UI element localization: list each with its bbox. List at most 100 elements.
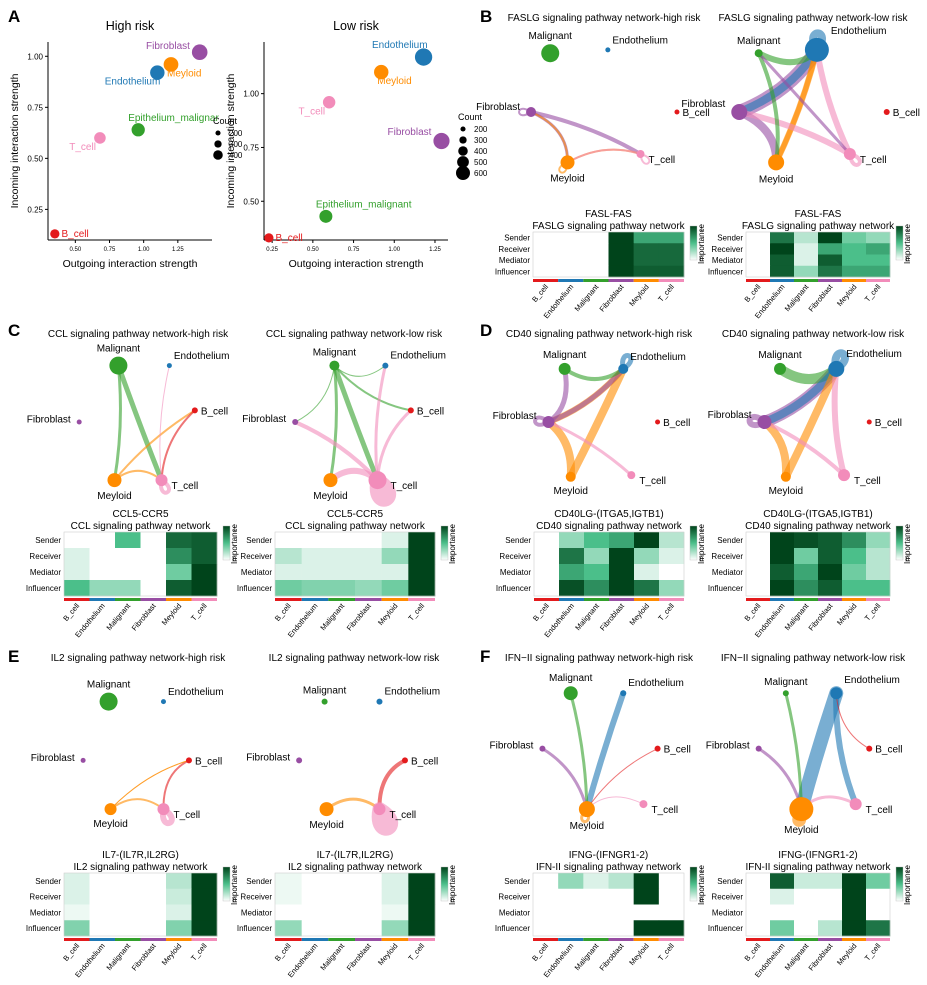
- heat-border: [533, 531, 685, 597]
- node-label-meyloid: Meyloid: [550, 173, 584, 184]
- heat-cell-mediator-endothelium: [558, 254, 584, 267]
- heat-col-color-fibroblast: [609, 598, 634, 601]
- heatmap-d-high-risk: CD40LG-(ITGA5,IGTB1)CD40 signaling pathw…: [496, 509, 706, 639]
- heat-cell-mediator-fibroblast: [818, 254, 843, 267]
- heat-border: [532, 231, 685, 278]
- heat-cell-influencer-meyloid: [633, 920, 660, 937]
- heat-row-label: Mediator: [499, 908, 530, 917]
- node-meyloid: [107, 473, 122, 488]
- heat-col-color-malignant: [794, 279, 818, 282]
- heat-cell-mediator-endothelium: [770, 254, 795, 267]
- heat-cell-influencer-fibroblast: [818, 580, 843, 597]
- heat-cell-receiver-endothelium: [89, 548, 116, 565]
- heat-border: [532, 872, 685, 937]
- node-label-t-cell: T_cell: [854, 476, 881, 487]
- heat-row-label: Influencer: [237, 924, 272, 933]
- node-label-b-cell: B_cell: [411, 756, 438, 767]
- edge-malignant-to-meyloid: [328, 364, 338, 482]
- heat-cell-mediator-meyloid: [633, 904, 660, 921]
- size-legend-label: 400: [474, 147, 488, 156]
- heat-col-color-b-cell: [746, 938, 770, 941]
- heat-cell-receiver-fibroblast: [609, 548, 635, 565]
- heat-col-label: Malignant: [573, 941, 601, 972]
- heat-col-color-b-cell: [275, 938, 302, 941]
- heat-col-color-t-cell: [866, 279, 890, 282]
- heat-cell-receiver-meyloid: [842, 548, 867, 565]
- edge-endothelium-to-meyloid: [781, 364, 841, 481]
- heat-col-color-b-cell: [533, 279, 559, 282]
- heat-cell-influencer-fibroblast: [140, 580, 167, 597]
- heat-cell-receiver-malignant: [794, 888, 819, 905]
- node-endothelium: [382, 362, 389, 369]
- heat-row-label: Influencer: [237, 584, 272, 593]
- point-label-epithelium-malignar: Epithelium_malignar: [128, 113, 219, 124]
- heat-row-label: Sender: [35, 536, 61, 545]
- heat-cell-sender-malignant: [583, 873, 609, 890]
- node-label-meyloid: Meyloid: [784, 825, 818, 836]
- heat-cell-influencer-b-cell: [533, 265, 559, 278]
- heat-cell-sender-fibroblast: [818, 232, 843, 244]
- heat-row-label: Sender: [504, 877, 530, 886]
- size-legend-label: 200: [474, 125, 488, 134]
- heat-row-label: Receiver: [498, 245, 530, 254]
- heat-cell-influencer-t-cell: [659, 580, 685, 597]
- edge-fibroblast-to-endothelium: [546, 366, 626, 425]
- heatmap-title: IL7-(IL7R,IL2RG): [317, 850, 394, 861]
- node-label-endothelium: Endothelium: [384, 687, 440, 698]
- network-title: CD40 signaling pathway network-low risk: [722, 329, 905, 340]
- heat-cell-mediator-fibroblast: [608, 254, 634, 267]
- heat-cell-sender-malignant: [115, 532, 141, 549]
- heat-cell-influencer-t-cell: [658, 265, 685, 278]
- heat-cell-influencer-malignant: [328, 580, 356, 597]
- importance-colorbar: [689, 225, 698, 261]
- heatmap-title: IFNG-(IFNGR1-2): [778, 850, 857, 861]
- importance-colorbar: [895, 525, 904, 561]
- node-label-meyloid: Meyloid: [309, 820, 343, 831]
- heat-cell-mediator-malignant: [583, 254, 609, 267]
- heat-col-color-b-cell: [746, 279, 770, 282]
- heat-cell-sender-meyloid: [381, 532, 409, 549]
- heat-cell-influencer-fibroblast: [355, 920, 382, 937]
- heat-cell-receiver-fibroblast: [140, 548, 167, 565]
- importance-colorbar: [689, 525, 698, 561]
- heat-col-color-meyloid: [381, 938, 409, 941]
- importance-tick-high: 1: [906, 868, 910, 874]
- heat-cell-influencer-fibroblast: [609, 580, 635, 597]
- edge-meyloid-to-t-cell: [325, 797, 381, 811]
- heat-col-label: B_cell: [743, 941, 763, 963]
- heatmap-subtitle: CCL signaling pathway network: [71, 521, 212, 532]
- heat-cell-sender-meyloid: [842, 532, 867, 549]
- heat-cell-receiver-endothelium: [770, 888, 795, 905]
- heat-col-color-endothelium: [558, 279, 584, 282]
- size-legend-label: 500: [474, 158, 488, 167]
- heat-row-label: Sender: [717, 234, 743, 243]
- y-tick-label: 1.00: [243, 90, 259, 99]
- node-label-malignant: Malignant: [543, 350, 587, 361]
- heat-cell-sender-meyloid: [166, 532, 192, 549]
- node-meyloid: [780, 471, 791, 482]
- heat-cell-receiver-malignant: [794, 243, 819, 255]
- heat-col-label: Meyloid: [628, 602, 652, 628]
- heat-cell-receiver-endothelium: [770, 243, 795, 255]
- node-meyloid: [560, 155, 575, 170]
- node-label-t-cell: T_cell: [651, 805, 678, 816]
- heat-col-label: Malignant: [104, 601, 132, 632]
- importance-tick-low: 0: [906, 557, 910, 563]
- x-tick-label: 0.50: [307, 247, 319, 253]
- heat-col-label: Fibroblast: [345, 601, 374, 633]
- heat-cell-sender-fibroblast: [609, 532, 635, 549]
- heat-row-label: Mediator: [241, 908, 272, 917]
- heat-cell-sender-b-cell: [534, 532, 560, 549]
- point-meyloid: [163, 57, 179, 72]
- heat-cell-influencer-meyloid: [634, 580, 660, 597]
- node-b-cell: [674, 109, 680, 115]
- node-t-cell: [155, 474, 168, 487]
- heat-cell-receiver-endothelium: [301, 888, 329, 905]
- heat-col-label: B_cell: [273, 601, 293, 623]
- heat-cell-receiver-malignant: [794, 548, 819, 565]
- heat-row-label: Mediator: [712, 908, 743, 917]
- heat-cell-mediator-malignant: [328, 564, 356, 581]
- heat-col-label: T_cell: [406, 601, 426, 622]
- heat-cell-receiver-b-cell: [746, 243, 771, 255]
